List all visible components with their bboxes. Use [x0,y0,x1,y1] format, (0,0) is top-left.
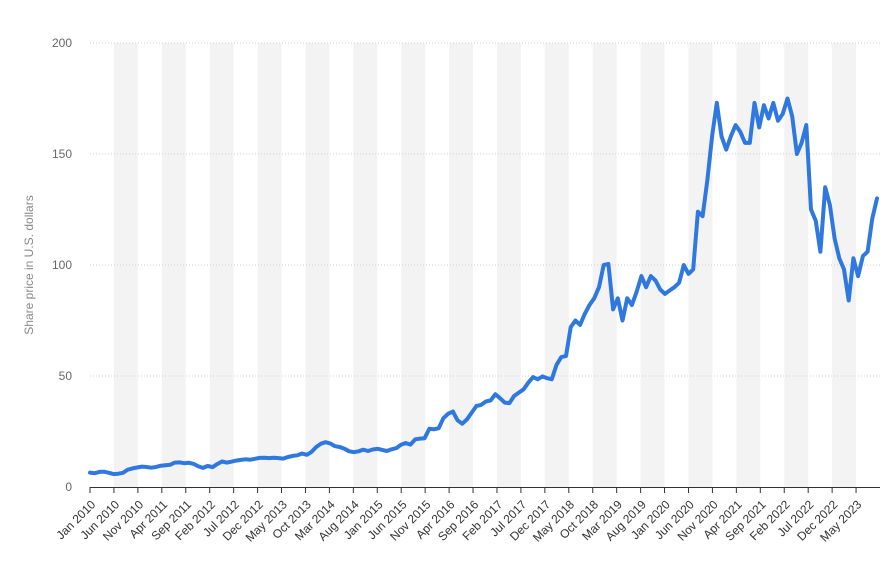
background-band [784,43,809,487]
y-tick-label: 150 [52,147,72,161]
background-band [401,43,426,487]
series-line [88,96,879,477]
y-axis-title: Share price in U.S. dollars [22,195,36,334]
background-band [257,43,282,487]
y-tick-label: 200 [52,36,72,50]
background-band [161,43,186,487]
background-band [305,43,330,487]
y-axis-ticks: 0 50 100 150 200 [52,36,72,494]
background-band [353,43,378,487]
y-tick-label: 100 [52,258,72,272]
background-band [209,43,234,487]
alternating-bands [113,43,857,487]
background-band [736,43,761,487]
background-band [640,43,665,487]
y-tick-label: 50 [59,369,73,383]
gridlines [90,42,880,377]
background-band [449,43,474,487]
background-band [113,43,138,487]
y-tick-label: 0 [65,480,72,494]
background-band [544,43,569,487]
background-band [496,43,521,487]
background-band [688,43,713,487]
